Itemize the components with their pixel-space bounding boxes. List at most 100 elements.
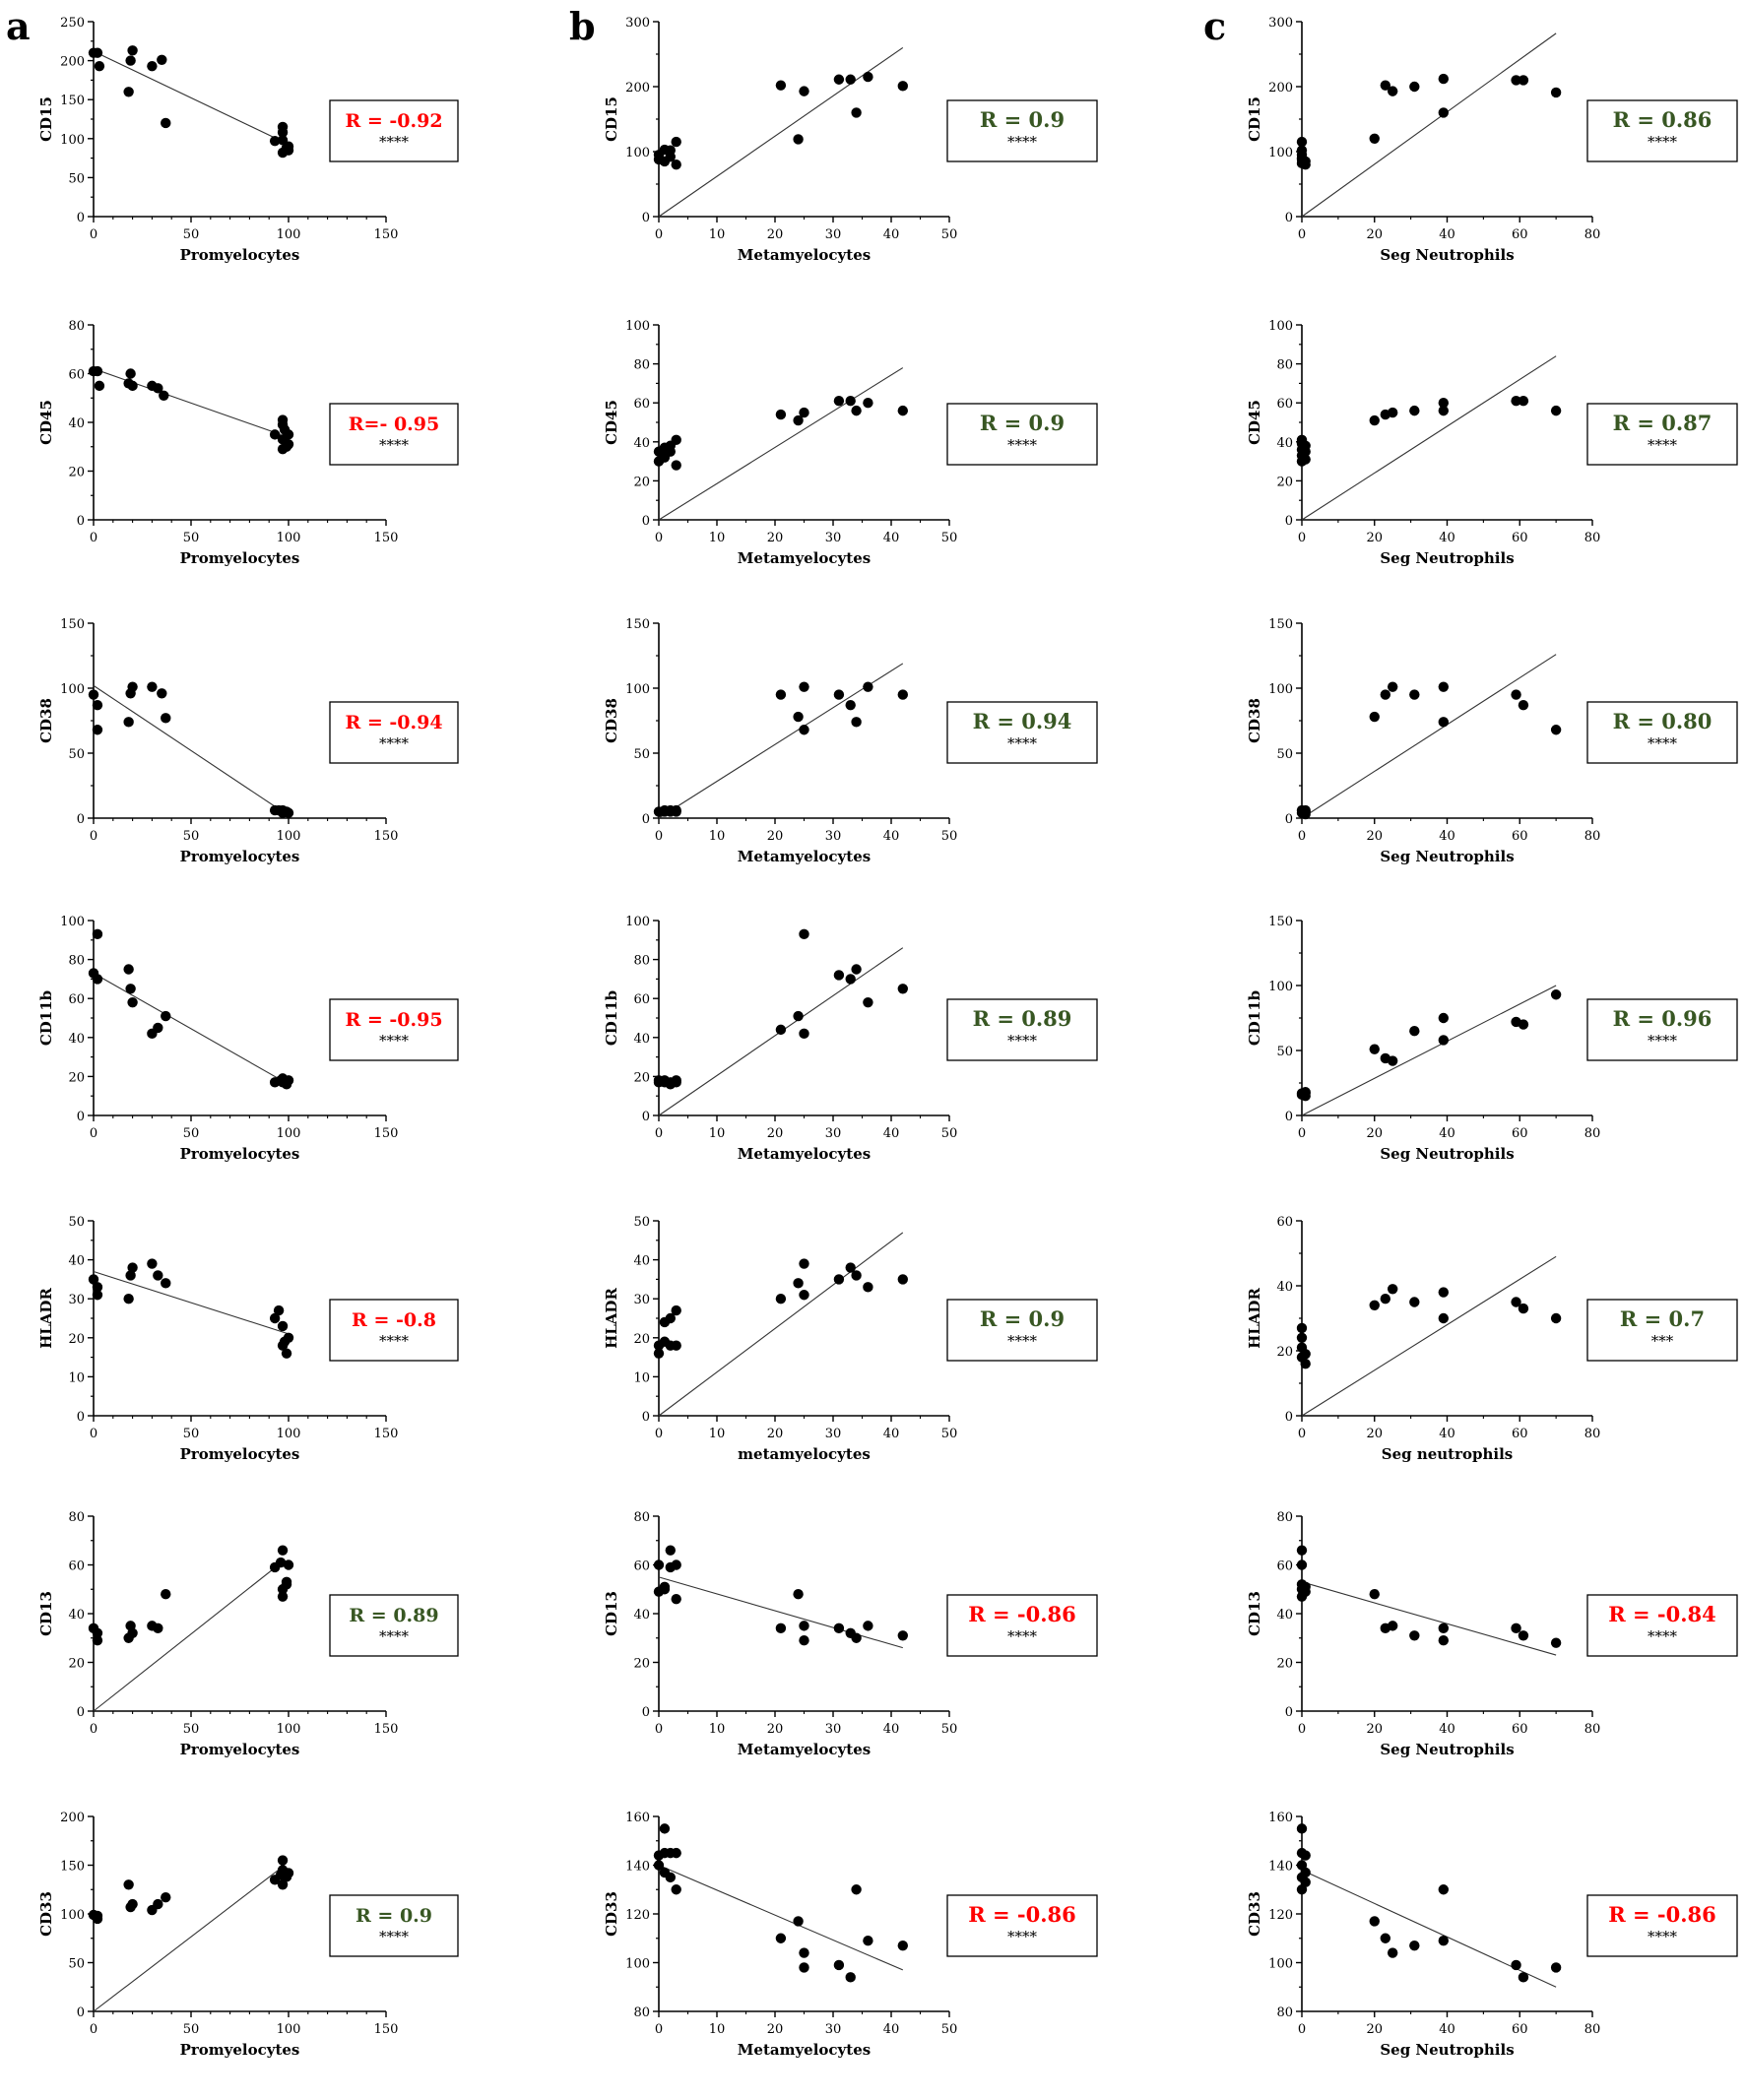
- correlation-box: [329, 1299, 459, 1362]
- y-axis-title: CD33: [1246, 1891, 1263, 1937]
- x-tick-label: 10: [709, 829, 726, 844]
- y-tick-label: 40: [68, 1608, 85, 1623]
- data-point: [283, 1559, 294, 1570]
- x-tick-label: 50: [183, 531, 200, 545]
- y-tick-label: 200: [625, 81, 650, 95]
- data-point: [1380, 1933, 1391, 1943]
- x-tick-label: 50: [941, 531, 958, 545]
- y-axis-title: CD15: [1246, 96, 1263, 142]
- x-tick-label: 0: [90, 829, 97, 844]
- data-point: [161, 1891, 171, 1903]
- y-tick-label: 50: [68, 747, 85, 762]
- y-axis-title: CD38: [37, 698, 55, 743]
- correlation-coefficient: R = 0.94: [973, 709, 1072, 733]
- x-tick-label: 100: [277, 1722, 301, 1737]
- y-tick-label: 20: [633, 475, 650, 489]
- scatter-plot-cd15-vs-seg-neutrophils: 0 100 200 300 0 20 40 60 80 Seg Neutrophils CD15 R …: [1246, 16, 1738, 264]
- data-point: [851, 964, 862, 975]
- x-tick-label: 50: [941, 1126, 958, 1141]
- x-tick-label: 60: [1512, 227, 1528, 242]
- correlation-coefficient: R = 0.9: [980, 411, 1065, 435]
- y-axis-title: CD13: [1246, 1591, 1263, 1636]
- y-axis-title: HLADR: [37, 1288, 55, 1349]
- x-axis-title: Metamyelocytes: [738, 549, 871, 567]
- x-tick-label: 50: [183, 1722, 200, 1737]
- significance-stars: ****: [1007, 734, 1038, 752]
- significance-stars: ****: [1007, 1332, 1038, 1350]
- y-tick-label: 0: [77, 514, 85, 529]
- y-tick-label: 40: [1276, 436, 1293, 451]
- data-point: [269, 135, 281, 147]
- x-tick-label: 20: [767, 829, 784, 844]
- y-tick-label: 40: [68, 1032, 85, 1047]
- x-tick-label: 10: [709, 531, 726, 545]
- x-tick-label: 100: [277, 829, 301, 844]
- y-tick-label: 40: [633, 1254, 650, 1269]
- x-axis-title: Seg Neutrophils: [1380, 2041, 1514, 2059]
- data-point: [1300, 808, 1311, 820]
- data-point: [279, 1336, 291, 1347]
- data-point: [665, 1545, 676, 1556]
- x-tick-label: 150: [374, 1126, 399, 1141]
- x-tick-label: 20: [767, 1427, 784, 1441]
- data-point: [799, 928, 809, 940]
- data-point: [897, 1274, 908, 1285]
- data-point: [671, 1884, 681, 1895]
- data-point: [1369, 1044, 1380, 1054]
- correlation-box: [946, 403, 1098, 466]
- x-tick-label: 0: [1298, 1427, 1306, 1441]
- data-point: [775, 80, 787, 91]
- x-tick-label: 10: [709, 227, 726, 242]
- correlation-coefficient: R = -0.86: [968, 1602, 1076, 1626]
- data-point: [1380, 1294, 1391, 1305]
- y-tick-label: 0: [642, 812, 650, 827]
- x-tick-label: 50: [941, 2022, 958, 2037]
- data-point: [1300, 1359, 1311, 1369]
- x-tick-label: 50: [183, 1427, 200, 1441]
- data-point: [1518, 1019, 1529, 1030]
- data-point: [863, 681, 873, 692]
- correlation-box: [946, 1894, 1098, 1957]
- data-point: [1369, 133, 1380, 144]
- correlation-coefficient: R = -0.86: [1608, 1902, 1716, 1927]
- y-tick-label: 300: [1268, 16, 1293, 31]
- scatter-plot-cd38-vs-seg-neutrophils: 0 50 100 150 0 20 40 60 80 Seg Neutrophils CD38 R =…: [1246, 617, 1738, 865]
- correlation-box: [1586, 998, 1738, 1061]
- correlation-box: [946, 1299, 1098, 1362]
- scatter-plot-cd33-vs-metamyelocytes: 80 100 120 140 160 0 10 20 30 40 50 Metamyelocytes C…: [603, 1811, 1098, 2059]
- x-tick-label: 10: [709, 1427, 726, 1441]
- y-axis-title: CD45: [603, 400, 620, 445]
- data-point: [671, 1075, 681, 1086]
- x-tick-label: 40: [1439, 1126, 1455, 1141]
- x-tick-label: 30: [825, 227, 842, 242]
- data-point: [653, 1559, 665, 1570]
- x-tick-label: 10: [709, 2022, 726, 2037]
- data-point: [833, 1623, 845, 1634]
- x-axis-title: Metamyelocytes: [738, 2041, 871, 2059]
- significance-stars: ****: [379, 1627, 410, 1645]
- data-point: [1369, 1589, 1380, 1600]
- data-point: [1518, 1972, 1529, 1983]
- scatter-plot-cd33-vs-seg-neutrophils: 80 100 120 140 160 0 20 40 60 80 Seg Neutrophils CD…: [1246, 1811, 1738, 2059]
- x-tick-label: 150: [374, 1722, 399, 1737]
- y-tick-label: 20: [68, 466, 85, 480]
- x-tick-label: 50: [183, 227, 200, 242]
- significance-stars: ****: [1007, 133, 1038, 151]
- data-point: [153, 1022, 163, 1034]
- data-point: [157, 688, 167, 699]
- x-axis-title: Promyelocytes: [180, 246, 300, 264]
- x-tick-label: 0: [655, 1722, 663, 1737]
- y-axis-title: CD13: [603, 1591, 620, 1636]
- correlation-coefficient: R = -0.86: [968, 1902, 1076, 1927]
- data-point: [897, 689, 908, 700]
- regression-line: [1301, 1255, 1557, 1417]
- data-point: [1550, 87, 1562, 98]
- data-point: [665, 1312, 676, 1324]
- x-tick-label: 20: [1366, 1126, 1383, 1141]
- x-axis-title: Metamyelocytes: [738, 1145, 871, 1163]
- correlation-coefficient: R = 0.7: [1620, 1306, 1705, 1331]
- data-point: [799, 681, 809, 692]
- data-point: [161, 713, 171, 724]
- correlation-coefficient: R = 0.87: [1613, 411, 1713, 435]
- y-tick-label: 40: [633, 1608, 650, 1623]
